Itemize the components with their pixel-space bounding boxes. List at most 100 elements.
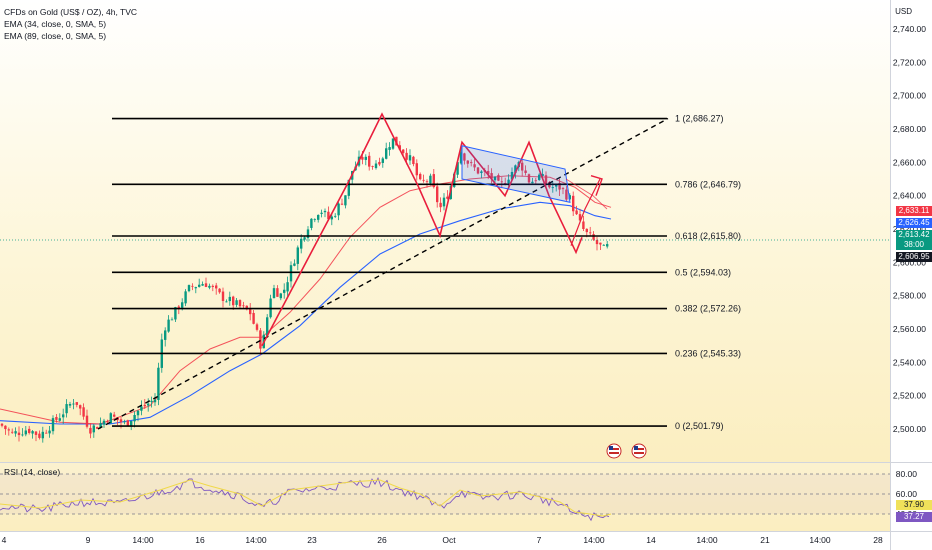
candle (378, 157, 381, 167)
candle (218, 288, 221, 294)
candle (225, 299, 228, 303)
candle (432, 169, 435, 189)
candle (334, 213, 337, 219)
candle (102, 418, 106, 428)
candle (490, 168, 493, 184)
price-tick-label: 2,560.00 (893, 324, 926, 334)
time-tick-label: 9 (86, 535, 91, 545)
candle (232, 295, 235, 310)
time-tick-label: 4 (2, 535, 7, 545)
candle (442, 193, 446, 211)
time-tick-label: 23 (307, 535, 317, 545)
price-tag: 2,606.95 (896, 252, 932, 262)
candle (340, 198, 344, 206)
price-tick-label: 2,600.00 (893, 257, 926, 267)
candle (221, 287, 225, 308)
price-tag: 2,626.45 (896, 218, 932, 228)
rsi-legend: RSI (14, close) (4, 467, 61, 477)
candle (565, 185, 568, 202)
arrow-head-icon (590, 175, 603, 196)
candle (286, 276, 289, 299)
candle (242, 301, 245, 309)
time-tick-label: 14:00 (583, 535, 605, 545)
price-tick-label: 2,620.00 (893, 224, 926, 234)
price-tick-label: 2,520.00 (893, 391, 926, 401)
candle (422, 174, 425, 183)
economic-event-icon[interactable] (631, 443, 647, 459)
price-tag: 2,613.42 (896, 230, 932, 240)
candle (436, 182, 439, 208)
price-tick-label: 2,660.00 (893, 157, 926, 167)
projection-path (570, 178, 601, 246)
candle (500, 177, 503, 189)
candle (201, 281, 204, 286)
time-tick-label: 14 (646, 535, 656, 545)
candle (558, 178, 561, 197)
fib-level-label: 0.5 (2,594.03) (675, 267, 731, 277)
candle (34, 431, 38, 442)
candle (473, 158, 476, 171)
candle (419, 172, 422, 181)
candle (157, 362, 160, 406)
time-axis: 4 9 14:00 16 14:00 23 26 Oct 7 14:00 14 14:00 21 14:0… (2, 535, 883, 545)
price-tick-label: 2,640.00 (893, 191, 926, 201)
fib-level-label: 0 (2,501.79) (675, 421, 724, 431)
candle (55, 413, 58, 423)
candle (276, 285, 279, 297)
candle (323, 208, 327, 218)
candle (289, 261, 293, 288)
candle (109, 412, 112, 424)
candle (99, 417, 102, 429)
candle (72, 399, 75, 410)
candle (215, 282, 218, 295)
symbol-title: CFDs on Gold (US$ / OZ), 4h, TVC (4, 7, 138, 17)
candle (75, 402, 78, 408)
candle (204, 277, 208, 288)
currency-label: USD (895, 7, 912, 16)
candle (388, 142, 391, 156)
candle (521, 159, 524, 177)
bull-flag-channel (461, 145, 571, 203)
candle (310, 218, 313, 231)
price-tick-label: 2,740.00 (893, 24, 926, 34)
rsi-line (0, 476, 610, 522)
projection-path (565, 178, 608, 210)
candle (480, 170, 483, 179)
price-axis: 2,500.00 2,520.00 2,540.00 2,560.00 2,580.00… (893, 24, 926, 434)
candle (41, 426, 44, 443)
fib-level-label: 0.618 (2,615.80) (675, 231, 741, 241)
rsi-tag: 37.27 (896, 512, 932, 522)
candle (89, 423, 92, 439)
candle (279, 292, 282, 301)
price-tick-label: 2,540.00 (893, 357, 926, 367)
candle (235, 298, 238, 308)
price-tick-label: 2,720.00 (893, 57, 926, 67)
rsi-tick-label: 60.00 (896, 489, 918, 499)
price-tick-label: 2,700.00 (893, 91, 926, 101)
candle (534, 177, 537, 184)
candle (385, 142, 388, 160)
candle (153, 393, 157, 406)
time-tick-label: 28 (873, 535, 883, 545)
candle (0, 423, 4, 428)
candle (4, 425, 7, 435)
candle (65, 399, 68, 418)
candle (123, 419, 126, 425)
harmonic-zigzag (261, 112, 583, 347)
candle (150, 396, 153, 408)
candle (58, 413, 61, 422)
candle (466, 160, 469, 168)
time-tick-label: 26 (377, 535, 387, 545)
candle (595, 236, 599, 251)
candle (527, 173, 531, 184)
candle (425, 179, 429, 188)
economic-event-icon[interactable] (606, 443, 622, 459)
candle (300, 234, 303, 254)
candle (303, 236, 306, 242)
candle (317, 214, 320, 223)
price-tick-label: 2,500.00 (893, 424, 926, 434)
candle (391, 138, 395, 150)
candle (293, 259, 296, 267)
candle (531, 177, 534, 184)
